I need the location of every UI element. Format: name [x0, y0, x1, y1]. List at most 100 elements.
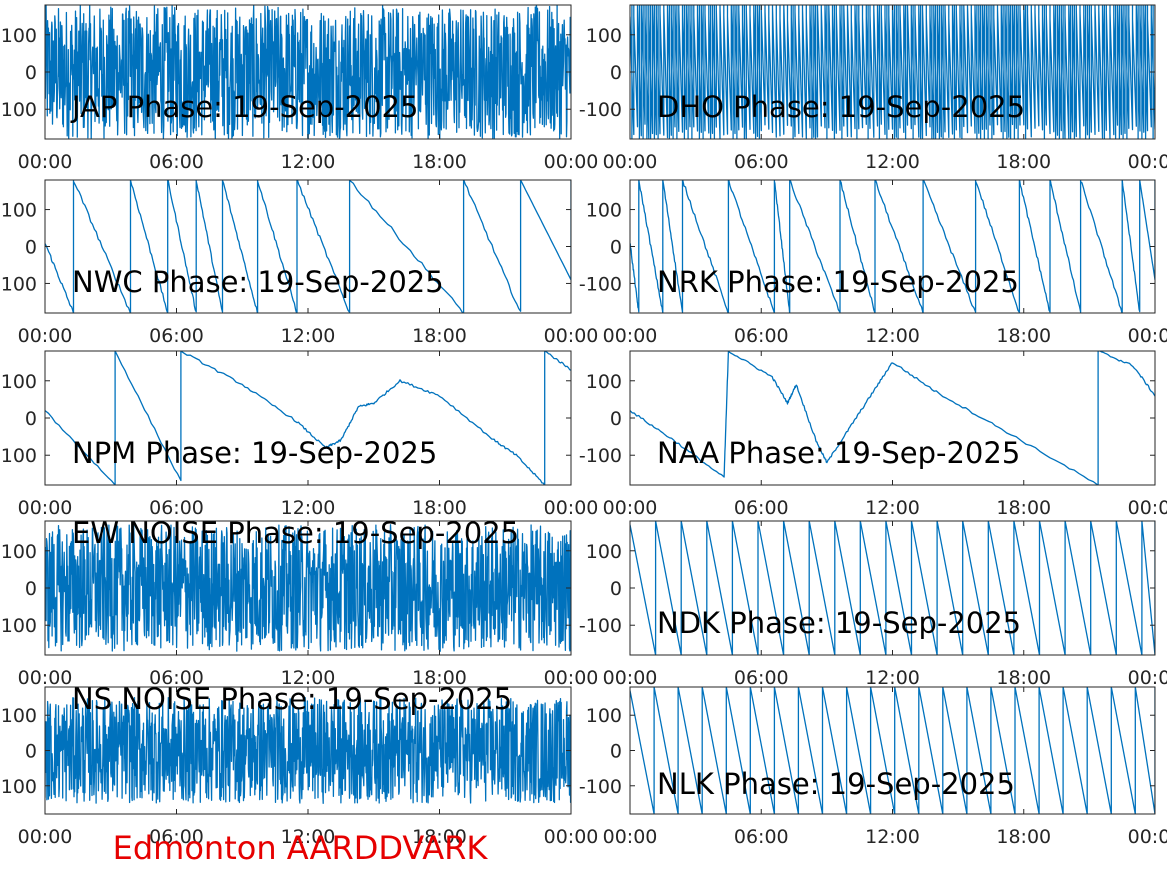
series-line-5 — [45, 351, 571, 485]
x-tick-label: 12:00 — [865, 826, 920, 848]
y-tick-label: 100 — [1, 615, 37, 637]
x-tick-label: 18:00 — [996, 497, 1051, 519]
panel-title: NDK Phase: 19-Sep-2025 — [657, 606, 1021, 640]
x-tick-label: 12:00 — [281, 151, 336, 173]
series-line-3 — [45, 180, 571, 313]
x-tick-label: 06:00 — [149, 325, 204, 347]
x-tick-label: 00:00 — [1128, 667, 1167, 689]
y-tick-label: 100 — [1, 705, 37, 727]
x-tick-label: 12:00 — [281, 325, 336, 347]
y-tick-label: 0 — [25, 741, 37, 763]
series-line-6 — [630, 351, 1155, 485]
x-tick-label: 06:00 — [734, 826, 789, 848]
x-tick-label: 00:00 — [1128, 826, 1167, 848]
y-tick-label: 100 — [586, 25, 622, 47]
y-tick-label: -100 — [579, 273, 622, 295]
panel-title: JAP Phase: 19-Sep-2025 — [70, 90, 418, 124]
y-tick-label: 100 — [1, 25, 37, 47]
x-tick-label: 00:00 — [18, 667, 73, 689]
x-tick-label: 12:00 — [281, 826, 336, 848]
x-tick-label: 06:00 — [149, 826, 204, 848]
x-tick-label: 06:00 — [149, 667, 204, 689]
panel-8: 100 0 -100 00:00 06:00 12:00 18:00 00:00 NDK Pha… — [579, 520, 1167, 689]
panel-5: 100 0 100 00:00 06:00 12:00 18:00 00:00 NPM Phas… — [1, 350, 599, 519]
y-tick-label: 0 — [25, 237, 37, 259]
y-tick-label: 0 — [610, 62, 622, 84]
series-line-2 — [630, 5, 1155, 139]
y-tick-label: -100 — [579, 445, 622, 467]
panel-2: 100 0 -100 00:00 06:00 12:00 18:00 00:00 DHO Pha… — [579, 4, 1167, 173]
x-tick-label: 00:00 — [1128, 325, 1167, 347]
x-tick-label: 18:00 — [996, 325, 1051, 347]
panel-7: 100 0 100 00:00 06:00 12:00 18:00 00:00 EW NOISE… — [1, 516, 599, 689]
x-tick-label: 00:00 — [603, 325, 658, 347]
panel-1: 100 0 100 00:00 06:00 12:00 18:00 00:00 JAP Phas… — [1, 4, 599, 173]
x-tick-label: 18:00 — [412, 151, 467, 173]
y-tick-label: 0 — [25, 408, 37, 430]
series-line-7 — [45, 524, 571, 652]
y-tick-label: 100 — [1, 776, 37, 798]
panel-title: NLK Phase: 19-Sep-2025 — [657, 767, 1015, 801]
x-tick-label: 00:00 — [544, 826, 599, 848]
panel-title: NWC Phase: 19-Sep-2025 — [72, 265, 444, 299]
y-tick-label: 0 — [610, 578, 622, 600]
y-tick-label: 100 — [586, 541, 622, 563]
x-tick-label: 12:00 — [865, 151, 920, 173]
y-tick-label: 100 — [1, 371, 37, 393]
y-tick-label: 100 — [586, 705, 622, 727]
y-tick-label: -100 — [579, 615, 622, 637]
y-tick-label: 0 — [25, 62, 37, 84]
x-tick-label: 12:00 — [865, 497, 920, 519]
x-tick-label: 00:00 — [603, 826, 658, 848]
x-tick-label: 00:00 — [603, 667, 658, 689]
x-tick-label: 06:00 — [149, 497, 204, 519]
panel-title: DHO Phase: 19-Sep-2025 — [657, 90, 1025, 124]
y-tick-label: 0 — [610, 741, 622, 763]
x-tick-label: 12:00 — [865, 325, 920, 347]
x-tick-label: 00:00 — [544, 325, 599, 347]
x-tick-label: 12:00 — [865, 667, 920, 689]
panel-10: 100 0 -100 00:00 06:00 12:00 18:00 00:00 NLK Pha… — [579, 686, 1167, 848]
panel-title: NRK Phase: 19-Sep-2025 — [657, 265, 1019, 299]
panel-title: NS NOISE Phase: 19-Sep-2025 — [72, 682, 512, 716]
x-tick-label: 06:00 — [149, 151, 204, 173]
x-tick-label: 06:00 — [734, 151, 789, 173]
x-tick-label: 00:00 — [18, 151, 73, 173]
x-tick-label: 18:00 — [996, 826, 1051, 848]
x-tick-label: 00:00 — [544, 151, 599, 173]
y-tick-label: 100 — [1, 273, 37, 295]
x-tick-label: 00:00 — [18, 826, 73, 848]
x-tick-label: 18:00 — [412, 667, 467, 689]
x-tick-label: 00:00 — [603, 151, 658, 173]
panel-title: NAA Phase: 19-Sep-2025 — [657, 436, 1020, 470]
x-tick-label: 00:00 — [544, 667, 599, 689]
series-line-9 — [45, 696, 571, 804]
x-tick-label: 12:00 — [281, 667, 336, 689]
panel-title: NPM Phase: 19-Sep-2025 — [72, 436, 437, 470]
y-tick-label: 100 — [1, 541, 37, 563]
x-tick-label: 06:00 — [734, 325, 789, 347]
panels: 100 0 100 00:00 06:00 12:00 18:00 00:00 JAP Phas… — [1, 4, 1167, 848]
x-tick-label: 18:00 — [412, 325, 467, 347]
x-tick-label: 00:00 — [18, 325, 73, 347]
panel-9: 100 0 100 00:00 06:00 12:00 18:00 00:00 NS NOISE… — [1, 682, 599, 848]
y-tick-label: -100 — [579, 99, 622, 121]
y-tick-label: 0 — [610, 237, 622, 259]
y-tick-label: 100 — [1, 99, 37, 121]
x-tick-label: 00:00 — [544, 497, 599, 519]
y-tick-label: -100 — [579, 776, 622, 798]
x-tick-label: 00:00 — [18, 497, 73, 519]
y-tick-label: 100 — [1, 445, 37, 467]
y-tick-label: 100 — [586, 200, 622, 222]
x-tick-label: 06:00 — [734, 667, 789, 689]
panel-6: 100 0 -100 00:00 06:00 12:00 18:00 00:00 NAA Pha… — [579, 350, 1167, 519]
x-tick-label: 00:00 — [603, 497, 658, 519]
x-tick-label: 18:00 — [996, 151, 1051, 173]
x-tick-label: 00:00 — [1128, 151, 1167, 173]
y-tick-label: 0 — [610, 408, 622, 430]
x-tick-label: 18:00 — [412, 497, 467, 519]
y-tick-label: 100 — [586, 371, 622, 393]
footer-label: Edmonton AARDDVARK — [113, 829, 489, 867]
x-tick-label: 18:00 — [412, 826, 467, 848]
